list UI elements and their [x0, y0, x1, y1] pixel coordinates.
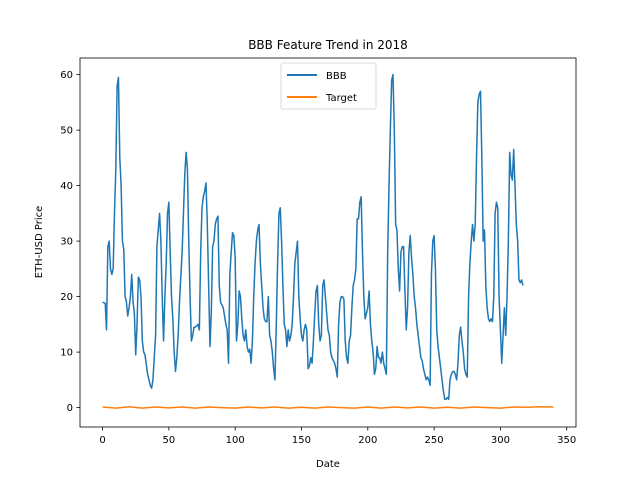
x-tick-label: 300 [491, 435, 510, 446]
y-tick-label: 10 [60, 348, 73, 359]
x-axis-label: Date [316, 459, 340, 470]
series-line-target [102, 406, 554, 409]
legend: BBB Target [280, 62, 377, 110]
x-tick-label: 200 [358, 435, 377, 446]
x-tick-label: 150 [292, 435, 311, 446]
y-tick-label: 30 [60, 237, 73, 248]
x-axis-ticks: 0 50 100 150 200 250 300 350 [99, 427, 576, 446]
y-axis-label: ETH-USD Price [34, 206, 45, 279]
y-tick-label: 0 [67, 403, 73, 414]
y-tick-label: 50 [60, 126, 73, 137]
series-line-bbb [102, 73, 524, 401]
plot-frame [79, 57, 577, 428]
y-tick-label: 40 [60, 181, 73, 192]
y-tick-label: 60 [60, 70, 73, 81]
x-tick-label: 0 [99, 435, 105, 446]
legend-label-bbb: BBB [326, 71, 347, 82]
x-tick-label: 50 [162, 435, 175, 446]
y-axis-ticks: 0 10 20 30 40 50 60 [60, 70, 80, 414]
legend-label-target: Target [325, 93, 357, 104]
x-tick-label: 250 [425, 435, 444, 446]
x-tick-label: 350 [557, 435, 576, 446]
y-tick-label: 20 [60, 292, 73, 303]
plot-area [79, 57, 577, 428]
series-lines [102, 73, 554, 409]
chart-title: BBB Feature Trend in 2018 [248, 38, 408, 52]
x-tick-label: 100 [226, 435, 245, 446]
